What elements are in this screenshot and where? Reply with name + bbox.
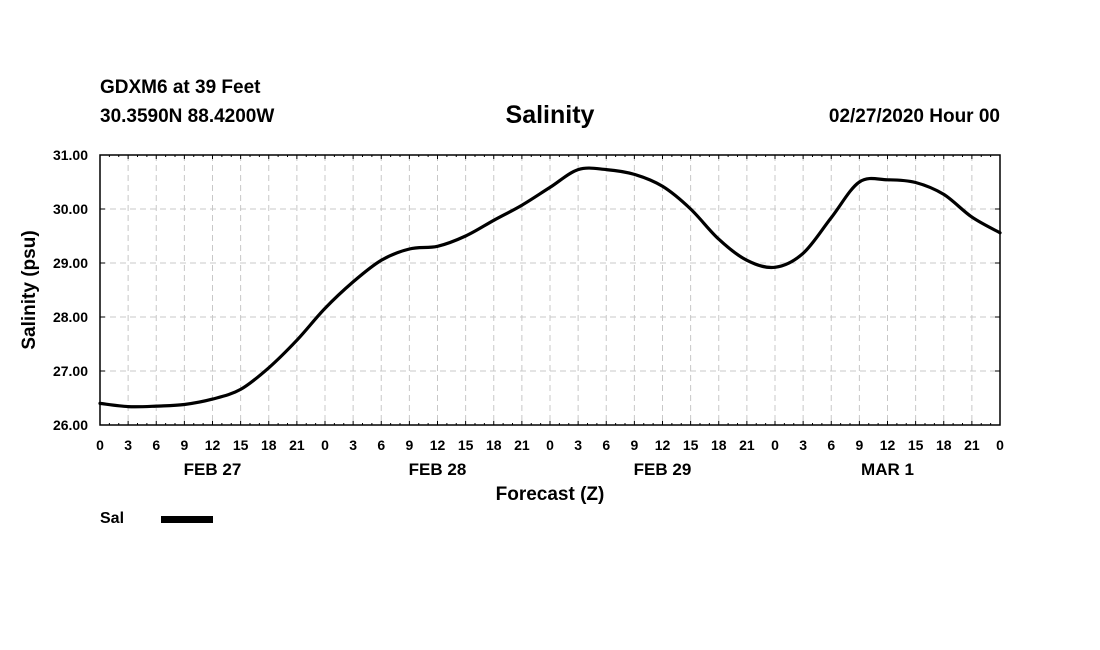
y-tick-label: 28.00	[53, 309, 88, 325]
legend-series-swatch	[161, 516, 213, 523]
forecast-time: 02/27/2020 Hour 00	[828, 106, 1000, 127]
x-tick-label: 9	[630, 437, 638, 453]
x-tick-label: 12	[880, 437, 896, 453]
x-tick-label: 6	[602, 437, 610, 453]
chart-title: Salinity	[505, 101, 595, 129]
ticks-layer	[99, 154, 1001, 426]
station-name: GDXM6 at 39 Feet	[100, 77, 261, 98]
x-tick-label: 18	[486, 437, 502, 453]
x-tick-label: 9	[855, 437, 863, 453]
x-tick-label: 21	[289, 437, 305, 453]
y-tick-label: 30.00	[53, 201, 88, 217]
day-label: FEB 29	[634, 460, 692, 479]
x-tick-label: 18	[711, 437, 727, 453]
x-tick-label: 6	[152, 437, 160, 453]
x-tick-label: 0	[996, 437, 1004, 453]
x-tick-label: 0	[771, 437, 779, 453]
x-tick-label: 0	[321, 437, 329, 453]
x-tick-label: 15	[683, 437, 699, 453]
x-tick-label: 12	[205, 437, 221, 453]
legend-series-label: Sal	[100, 510, 125, 527]
y-tick-label: 26.00	[53, 417, 88, 433]
x-tick-label: 3	[574, 437, 582, 453]
y-axis-title: Salinity (psu)	[19, 230, 40, 349]
y-tick-label: 29.00	[53, 255, 88, 271]
day-label: FEB 28	[409, 460, 467, 479]
day-label: MAR 1	[861, 460, 914, 479]
x-tick-label: 0	[546, 437, 554, 453]
x-tick-label: 12	[655, 437, 671, 453]
x-tick-label: 15	[908, 437, 924, 453]
x-tick-label: 6	[827, 437, 835, 453]
labels-layer: 0 3 6 9 12 15 18 21 0 3 6 9 12 15 18 21 0 3 6 9 12 15 18 21 0 3 6 9…	[53, 147, 1004, 479]
x-tick-label: 21	[514, 437, 530, 453]
x-tick-label: 15	[458, 437, 474, 453]
series-layer	[98, 166, 1002, 409]
x-tick-label: 9	[405, 437, 413, 453]
x-axis-title: Forecast (Z)	[496, 484, 605, 505]
y-tick-label: 31.00	[53, 147, 88, 163]
y-tick-label: 27.00	[53, 363, 88, 379]
x-tick-label: 21	[964, 437, 980, 453]
x-tick-label: 6	[377, 437, 385, 453]
x-tick-label: 18	[261, 437, 277, 453]
x-tick-label: 3	[799, 437, 807, 453]
x-tick-label: 0	[96, 437, 104, 453]
salinity-series-line	[98, 166, 1002, 409]
x-tick-label: 18	[936, 437, 952, 453]
x-tick-label: 9	[180, 437, 188, 453]
x-tick-label: 3	[349, 437, 357, 453]
station-coordinates: 30.3590N 88.4200W	[100, 106, 275, 127]
x-tick-label: 15	[233, 437, 249, 453]
x-tick-label: 3	[124, 437, 132, 453]
x-tick-label: 12	[430, 437, 446, 453]
grid-layer	[100, 155, 1000, 425]
x-tick-label: 21	[739, 437, 755, 453]
day-label: FEB 27	[184, 460, 242, 479]
